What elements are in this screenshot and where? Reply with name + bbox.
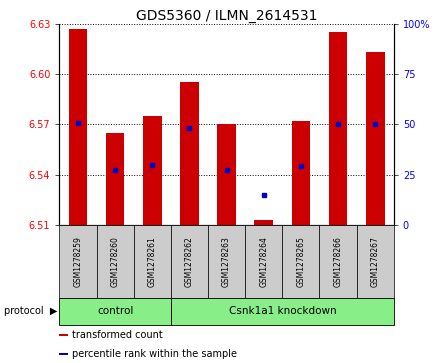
Bar [366,52,385,225]
Text: GSM1278267: GSM1278267 [371,236,380,287]
Text: GSM1278265: GSM1278265 [297,236,305,287]
Bar [171,298,394,325]
Bar [59,298,171,325]
Bar [208,225,245,298]
Title: GDS5360 / ILMN_2614531: GDS5360 / ILMN_2614531 [136,9,317,23]
Bar [143,116,161,225]
Text: protocol  ▶: protocol ▶ [4,306,57,316]
Text: Csnk1a1 knockdown: Csnk1a1 knockdown [228,306,336,316]
Bar [329,32,347,225]
Bar [59,225,96,298]
Text: control: control [97,306,133,316]
Bar [180,82,199,225]
Text: GSM1278259: GSM1278259 [73,236,82,287]
Bar [69,29,87,225]
Bar [357,225,394,298]
Bar [245,225,282,298]
Text: GSM1278262: GSM1278262 [185,236,194,287]
Bar [96,225,134,298]
Bar [106,133,125,225]
Bar [134,225,171,298]
Text: GSM1278263: GSM1278263 [222,236,231,287]
Text: GSM1278260: GSM1278260 [110,236,120,287]
Bar [217,124,236,225]
Bar [171,225,208,298]
Text: GSM1278264: GSM1278264 [259,236,268,287]
Bar [59,334,68,335]
Bar [59,353,68,355]
Text: percentile rank within the sample: percentile rank within the sample [72,349,237,359]
Text: GSM1278266: GSM1278266 [334,236,343,287]
Bar [282,225,319,298]
Text: GSM1278261: GSM1278261 [148,236,157,287]
Text: transformed count: transformed count [72,330,163,339]
Bar [292,121,310,225]
Bar [319,225,357,298]
Bar [254,220,273,225]
